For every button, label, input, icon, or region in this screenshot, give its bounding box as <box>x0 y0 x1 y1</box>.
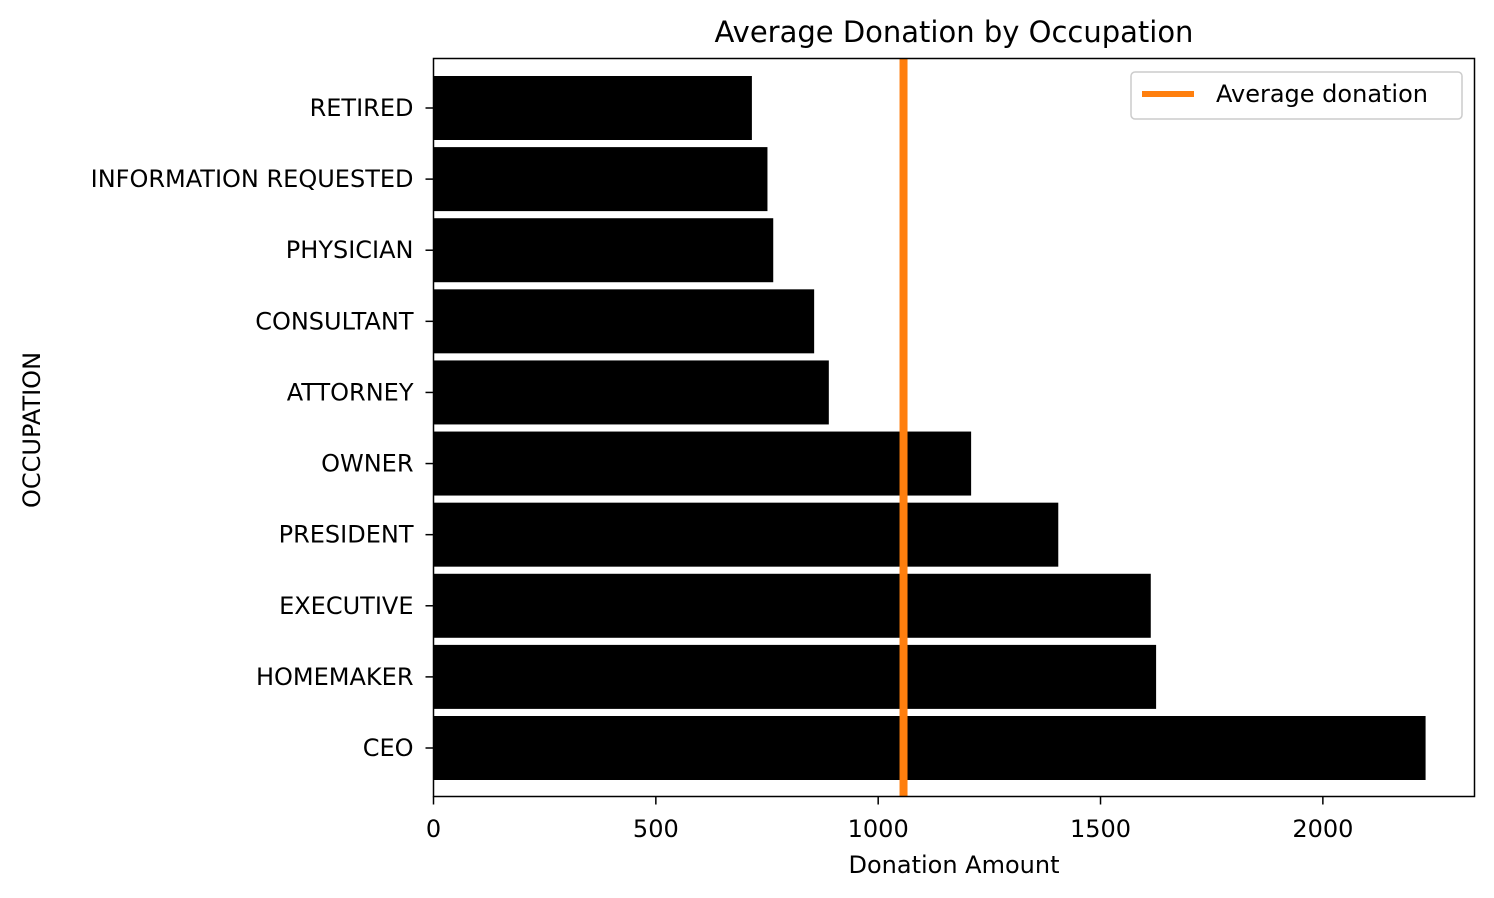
chart-title: Average Donation by Occupation <box>715 15 1194 49</box>
y-axis-label: OCCUPATION <box>18 352 46 508</box>
legend-frame <box>1130 71 1463 120</box>
y-tick-label: EXECUTIVE <box>279 592 413 620</box>
y-tick-label: ATTORNEY <box>287 378 414 406</box>
bar-owner <box>433 431 972 496</box>
bar-president <box>433 502 1059 567</box>
y-tick-label: CONSULTANT <box>255 307 414 335</box>
x-tick-label: 500 <box>633 815 679 843</box>
y-tick-label: INFORMATION REQUESTED <box>91 165 414 193</box>
legend: Average donation <box>1130 71 1463 120</box>
bar-executive <box>433 573 1151 638</box>
bar-physician <box>433 218 774 283</box>
y-tick-label: OWNER <box>321 450 413 478</box>
x-tick-label: 1500 <box>1070 815 1131 843</box>
x-tick-label: 2000 <box>1292 815 1353 843</box>
legend-label: Average donation <box>1216 80 1428 108</box>
x-axis-label: Donation Amount <box>849 851 1060 879</box>
y-tick-label: RETIRED <box>310 94 414 122</box>
bar-consultant <box>433 289 815 354</box>
bar-attorney <box>433 360 829 425</box>
x-tick-label: 0 <box>426 815 441 843</box>
y-tick-label: HOMEMAKER <box>256 663 414 691</box>
y-tick-label: PHYSICIAN <box>286 236 414 264</box>
y-tick-label: PRESIDENT <box>279 521 414 549</box>
x-tick-label: 1000 <box>848 815 909 843</box>
bars-group <box>433 76 1426 780</box>
y-ticks-group: RETIRED INFORMATION REQUESTED PHYSICIAN CON… <box>91 94 434 762</box>
bar-ceo <box>433 716 1426 780</box>
plot-frame <box>432 57 1476 798</box>
y-tick-label: CEO <box>363 734 414 762</box>
bar-retired <box>433 76 752 140</box>
bar-information-requested <box>433 147 768 212</box>
bar-homemaker <box>433 644 1157 709</box>
x-ticks-group: 0 500 1000 1500 2000 <box>426 796 1353 843</box>
